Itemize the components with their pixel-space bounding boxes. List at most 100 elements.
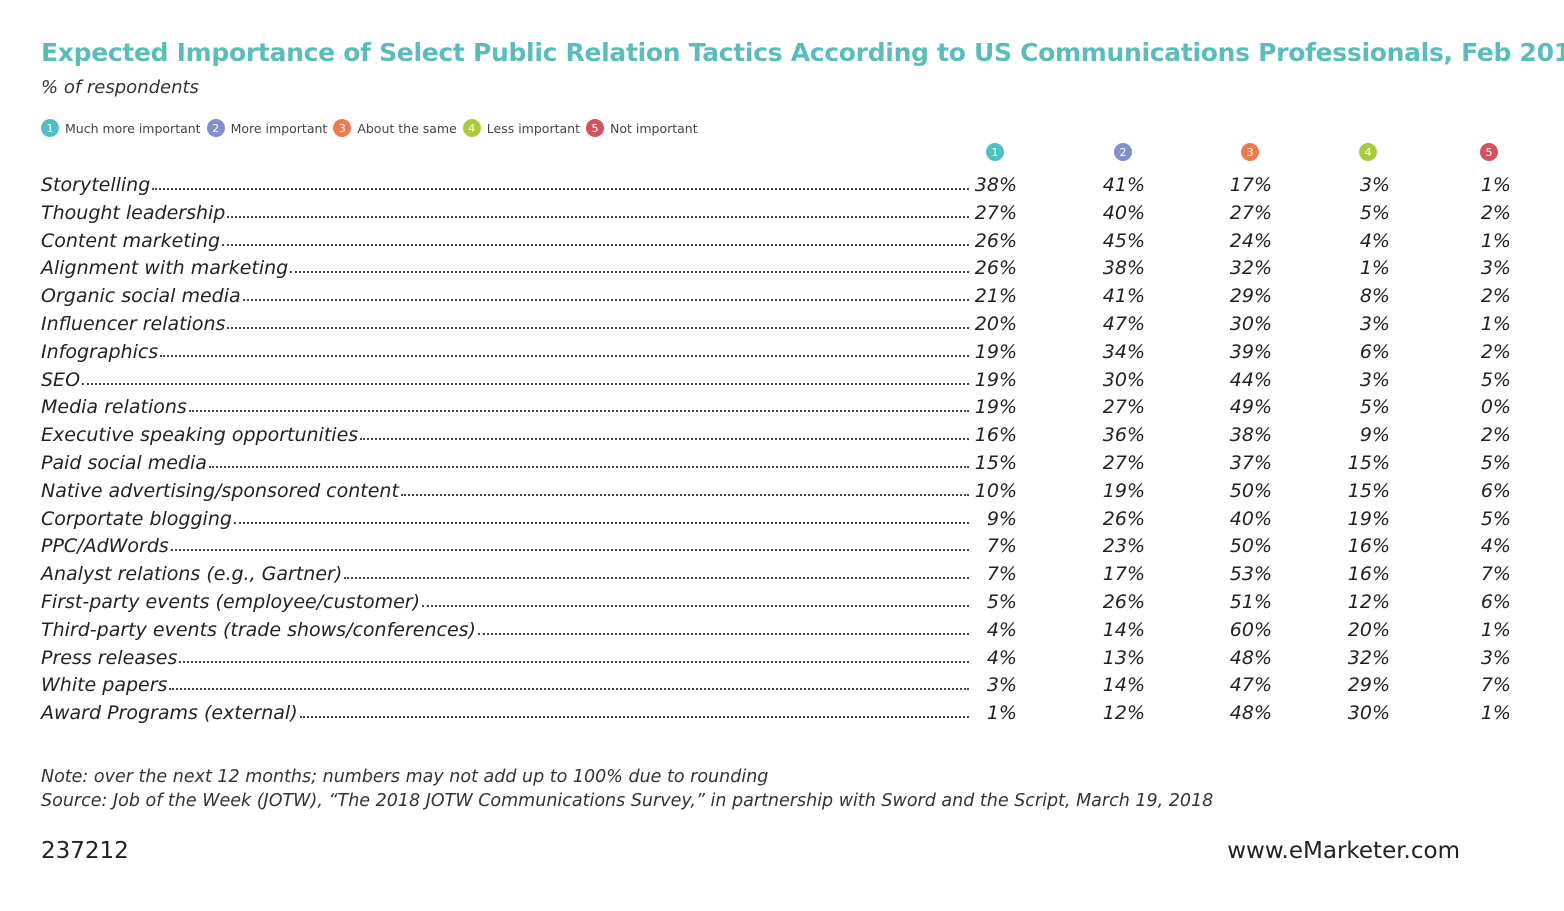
- leader: [152, 188, 969, 190]
- cell-value: 4%: [1359, 229, 1390, 252]
- row-label-cell: Infographics: [41, 341, 969, 363]
- legend-marker: 1: [41, 119, 59, 137]
- cell-value: 48%: [1229, 646, 1272, 669]
- row-label: Press releases: [41, 646, 178, 669]
- leader: [227, 215, 969, 218]
- cell-value: 41%: [1102, 285, 1145, 308]
- cell-value: 48%: [1229, 702, 1272, 725]
- subtitle: % of respondents: [41, 77, 199, 98]
- legend-item: 3 About the same: [333, 119, 457, 137]
- cell-value: 32%: [1229, 257, 1272, 280]
- cell-value: 34%: [1102, 340, 1145, 363]
- row-label-cell: Native advertising/sponsored content: [41, 480, 969, 502]
- legend-item: 5 Not important: [585, 119, 698, 137]
- cell-value: 40%: [1229, 507, 1272, 530]
- table-row: Press releases 4% 13% 48% 32% 3%: [41, 647, 1521, 673]
- cell-value: 10%: [974, 479, 1017, 502]
- column-header: 5: [1480, 143, 1498, 161]
- cell-value: 3%: [1480, 257, 1511, 280]
- cell-value: 23%: [1102, 535, 1145, 558]
- table-row: Third-party events (trade shows/conferen…: [41, 619, 1521, 645]
- source: Source: Job of the Week (JOTW), “The 201…: [41, 791, 1214, 811]
- cell-value: 1%: [1480, 313, 1511, 335]
- cell-value: 3%: [1359, 313, 1390, 335]
- cell-value: 30%: [1347, 702, 1390, 725]
- cell-value: 7%: [1480, 674, 1511, 697]
- row-label-cell: Content marketing: [41, 230, 969, 252]
- cell-value: 6%: [1480, 479, 1511, 502]
- legend-marker: 5: [585, 119, 604, 137]
- row-label-cell: First-party events (employee/customer): [41, 591, 969, 613]
- row-label: Thought leadership: [41, 201, 226, 224]
- column-header: 2: [1114, 143, 1132, 161]
- row-label-cell: Storytelling: [41, 174, 969, 196]
- table-row: Native advertising/sponsored content 10% 1…: [41, 480, 1521, 506]
- row-label: Infographics: [41, 340, 159, 363]
- cell-value: 19%: [1102, 479, 1145, 502]
- cell-value: 5%: [1359, 201, 1390, 224]
- cell-value: 2%: [1480, 340, 1511, 363]
- leader: [233, 521, 969, 524]
- row-label: White papers: [41, 674, 168, 697]
- cell-value: 51%: [1229, 591, 1272, 613]
- cell-value: 1%: [1480, 229, 1511, 252]
- cell-value: 27%: [1102, 452, 1145, 474]
- row-label: Analyst relations (e.g., Gartner): [41, 563, 343, 586]
- row-label-cell: Paid social media: [41, 452, 969, 474]
- row-label: Third-party events (trade shows/conferen…: [41, 618, 476, 641]
- cell-value: 5%: [1480, 452, 1511, 474]
- cell-value: 6%: [1359, 340, 1390, 363]
- cell-value: 27%: [974, 201, 1017, 224]
- cell-value: 17%: [1229, 174, 1272, 196]
- leader: [422, 605, 969, 607]
- cell-value: 7%: [1480, 563, 1511, 586]
- leader: [82, 382, 969, 385]
- leader: [299, 716, 969, 719]
- row-label-cell: PPC/AdWords: [41, 535, 969, 557]
- cell-value: 5%: [1480, 507, 1511, 530]
- row-label: SEO: [41, 368, 81, 391]
- legend-item: 2 More important: [206, 119, 327, 137]
- row-label-cell: Media relations: [41, 396, 969, 418]
- cell-value: 3%: [986, 674, 1017, 697]
- cell-value: 9%: [1359, 424, 1390, 447]
- row-label-cell: Alignment with marketing: [41, 257, 969, 279]
- cell-value: 21%: [974, 285, 1017, 308]
- cell-value: 4%: [986, 646, 1017, 669]
- cell-value: 4%: [1480, 535, 1511, 558]
- cell-value: 7%: [986, 563, 1017, 586]
- cell-value: 44%: [1229, 368, 1272, 391]
- cell-value: 14%: [1102, 674, 1145, 697]
- cell-value: 38%: [1102, 257, 1145, 280]
- cell-value: 50%: [1229, 535, 1272, 558]
- cell-value: 4%: [986, 618, 1017, 641]
- cell-value: 36%: [1102, 424, 1145, 447]
- cell-value: 30%: [1229, 313, 1272, 335]
- table-row: Award Programs (external) 1% 12% 48% 30% 1%: [41, 702, 1521, 728]
- row-label-cell: Third-party events (trade shows/conferen…: [41, 619, 969, 641]
- row-label: Organic social media: [41, 285, 241, 308]
- cell-value: 47%: [1102, 313, 1145, 335]
- table-row: Media relations 19% 27% 49% 5% 0%: [41, 396, 1521, 422]
- chart-id: 237212: [41, 838, 129, 864]
- cell-value: 15%: [1347, 452, 1390, 474]
- cell-value: 3%: [1480, 646, 1511, 669]
- cell-value: 20%: [1347, 618, 1390, 641]
- row-label: First-party events (employee/customer): [41, 591, 421, 613]
- cell-value: 49%: [1229, 396, 1272, 419]
- legend-item: 4 Less important: [462, 119, 580, 137]
- leader: [242, 299, 969, 302]
- cell-value: 19%: [974, 396, 1017, 419]
- row-label: Media relations: [41, 396, 187, 419]
- cell-value: 45%: [1102, 229, 1145, 252]
- cell-value: 1%: [1480, 702, 1511, 725]
- leader: [179, 660, 969, 663]
- leader: [160, 354, 969, 357]
- row-label: Paid social media: [41, 452, 207, 474]
- leader: [170, 549, 969, 552]
- cell-value: 29%: [1347, 674, 1390, 697]
- site: www.eMarketer.com: [1227, 838, 1460, 864]
- row-label: Executive speaking opportunities: [41, 424, 359, 447]
- table-row: Analyst relations (e.g., Gartner) 7% 17% 53…: [41, 563, 1521, 589]
